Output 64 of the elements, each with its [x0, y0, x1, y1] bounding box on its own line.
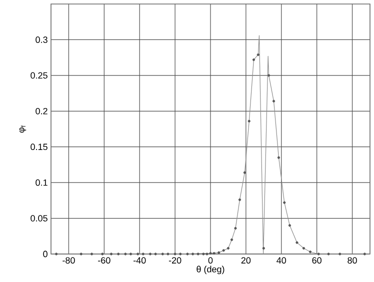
point — [166, 252, 170, 256]
point — [179, 252, 182, 256]
point — [338, 252, 342, 256]
point — [296, 241, 298, 244]
point — [174, 252, 176, 256]
point — [212, 252, 216, 255]
point — [238, 198, 242, 202]
point — [148, 252, 152, 256]
y-axis-title: φ$_{f}$ — [19, 125, 26, 133]
point — [80, 252, 82, 256]
point — [55, 252, 58, 256]
point — [142, 252, 144, 256]
point — [191, 252, 194, 256]
point — [243, 171, 246, 174]
y-tick-label: 0.05 — [30, 215, 48, 222]
point — [202, 252, 205, 256]
point — [222, 249, 225, 252]
point — [101, 252, 104, 256]
y-tick-label: 0.1 — [36, 179, 48, 186]
y-tick-label: 0 — [43, 250, 48, 258]
x-tick-label: -20 — [168, 257, 182, 264]
point — [186, 252, 189, 256]
point — [90, 252, 94, 256]
point — [288, 224, 292, 227]
point — [226, 246, 230, 250]
x-tick-label: 80 — [348, 257, 357, 264]
point — [161, 252, 164, 256]
y-tick-label: 0.25 — [30, 72, 48, 79]
point — [317, 252, 320, 256]
point — [124, 252, 127, 256]
point — [277, 156, 280, 159]
point — [272, 100, 276, 102]
point — [283, 201, 286, 204]
x-tick-label: -80 — [62, 257, 75, 264]
point — [230, 238, 234, 242]
point — [308, 250, 312, 254]
x-axis-title: θ (deg) — [196, 266, 224, 274]
x-tick-label: -40 — [134, 257, 146, 264]
point — [268, 74, 270, 77]
x-tick-label: 40 — [276, 257, 286, 264]
point — [196, 252, 200, 256]
y-tick-label: 0.15 — [30, 144, 48, 150]
x-tick-label: -60 — [98, 257, 110, 264]
point — [154, 252, 157, 256]
point — [327, 252, 330, 256]
point — [252, 58, 256, 62]
point — [256, 53, 260, 56]
point — [206, 252, 208, 256]
point — [248, 120, 250, 122]
point — [218, 251, 220, 254]
point — [110, 252, 113, 256]
x-tick-label: 0 — [208, 257, 213, 264]
y-tick-label: 0.2 — [36, 108, 48, 114]
point — [234, 226, 237, 230]
x-tick-label: 60 — [312, 257, 322, 264]
point — [129, 252, 132, 256]
point — [209, 252, 212, 255]
point — [302, 246, 306, 250]
point — [136, 252, 140, 256]
point — [117, 252, 120, 256]
y-tick-label: 0.3 — [36, 36, 48, 43]
x-tick-label: 20 — [241, 257, 251, 264]
point — [363, 252, 366, 256]
point — [262, 246, 265, 250]
